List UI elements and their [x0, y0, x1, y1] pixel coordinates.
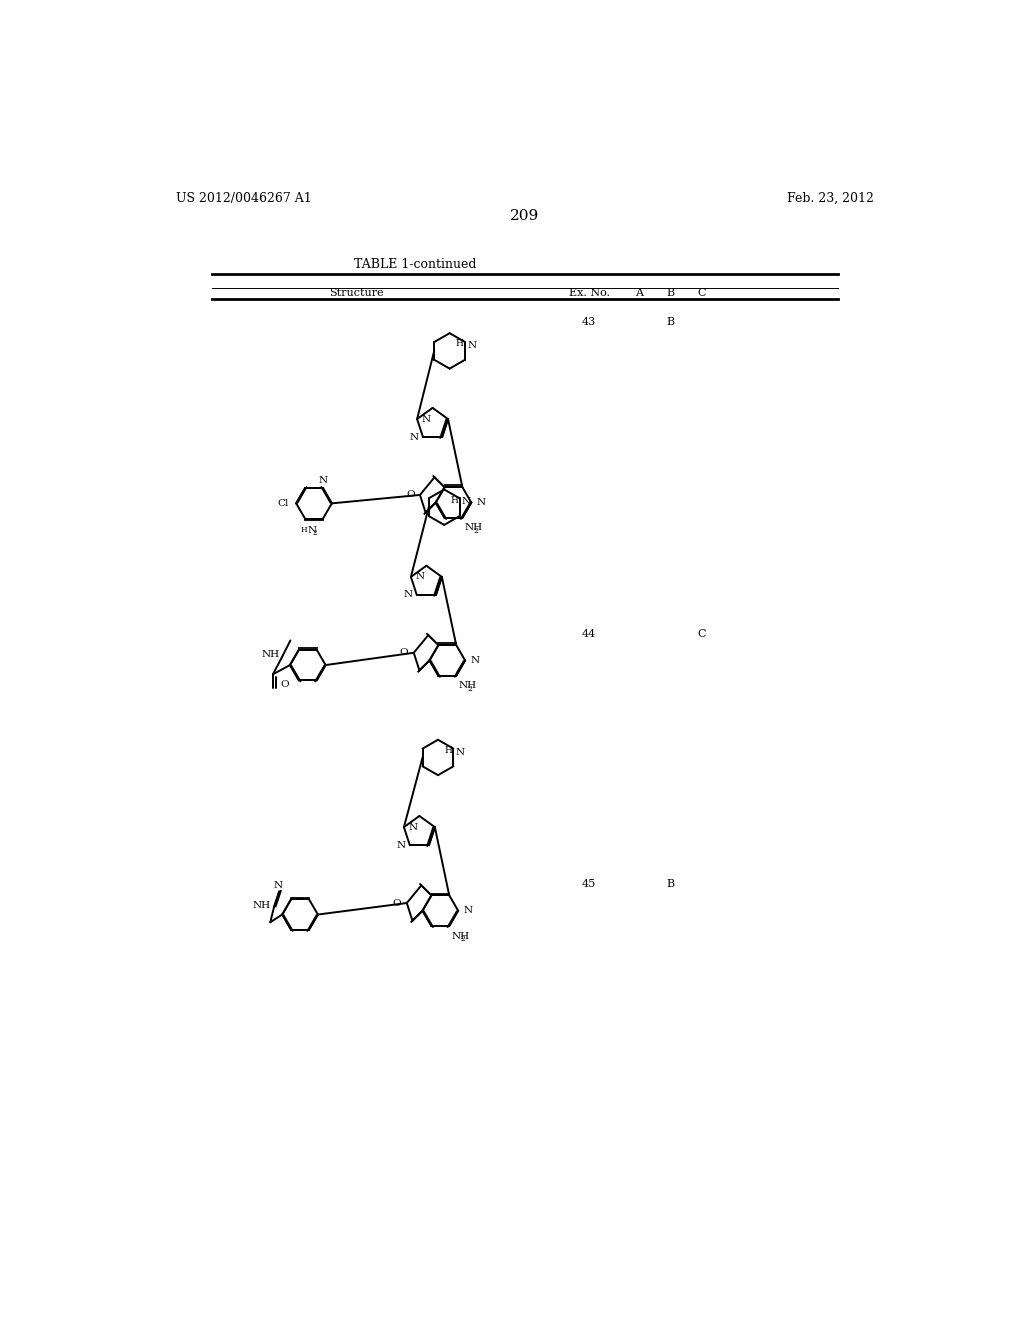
Text: N: N [403, 590, 412, 599]
Text: B: B [667, 288, 675, 298]
Text: NH: NH [452, 932, 470, 941]
Text: 2: 2 [468, 685, 473, 693]
Text: C: C [697, 288, 706, 298]
Text: NH: NH [252, 900, 270, 909]
Text: 44: 44 [582, 630, 596, 639]
Text: Ex. No.: Ex. No. [568, 288, 609, 298]
Text: O: O [393, 899, 401, 908]
Text: 43: 43 [582, 317, 596, 327]
Text: 2: 2 [313, 529, 317, 537]
Text: N: N [464, 907, 473, 915]
Text: Structure: Structure [330, 288, 384, 298]
Text: N: N [410, 433, 419, 442]
Text: C: C [697, 630, 706, 639]
Text: N: N [471, 656, 479, 665]
Text: 45: 45 [582, 879, 596, 888]
Text: TABLE 1-continued: TABLE 1-continued [353, 259, 476, 271]
Text: 209: 209 [510, 209, 540, 223]
Text: A: A [636, 288, 643, 298]
Text: H: H [456, 339, 464, 348]
Text: N: N [307, 525, 316, 535]
Text: O: O [399, 648, 409, 657]
Text: H: H [444, 746, 452, 755]
Text: O: O [281, 680, 290, 689]
Text: Cl: Cl [278, 499, 289, 508]
Text: N: N [467, 341, 476, 350]
Text: H: H [451, 496, 458, 504]
Text: B: B [667, 317, 675, 327]
Text: O: O [406, 491, 415, 499]
Text: N: N [456, 747, 465, 756]
Text: N: N [416, 573, 425, 581]
Text: N: N [477, 498, 485, 507]
Text: NH: NH [465, 524, 483, 532]
Text: H: H [300, 527, 307, 535]
Text: 2: 2 [461, 935, 466, 942]
Text: US 2012/0046267 A1: US 2012/0046267 A1 [176, 191, 311, 205]
Text: N: N [462, 498, 471, 507]
Text: N: N [396, 841, 406, 850]
Text: Feb. 23, 2012: Feb. 23, 2012 [786, 191, 873, 205]
Text: N: N [409, 822, 418, 832]
Text: N: N [422, 414, 431, 424]
Text: B: B [667, 879, 675, 888]
Text: NH: NH [261, 649, 280, 659]
Text: N: N [318, 475, 328, 484]
Text: NH: NH [459, 681, 476, 690]
Text: 2: 2 [474, 527, 479, 535]
Text: N: N [273, 880, 283, 890]
